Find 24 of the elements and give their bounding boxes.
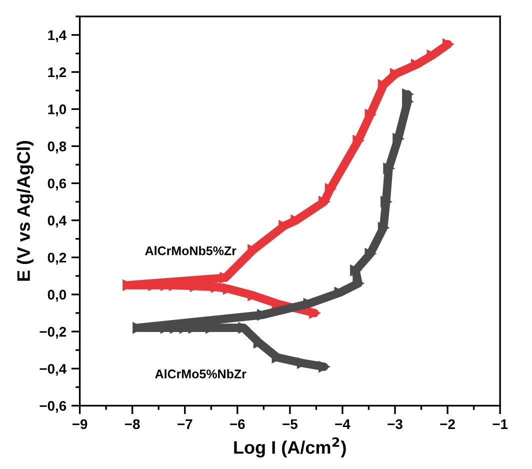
x-axis-title: Log I (A/cm$^{2}$) bbox=[234, 437, 346, 458]
x-tick-label: −6 bbox=[230, 419, 245, 430]
y-tick-label: 1,0 bbox=[48, 104, 66, 116]
series-label: AlCrMo5%NbZr bbox=[155, 369, 246, 378]
y-tick-label: 0,2 bbox=[48, 252, 66, 265]
y-tick-label: 0,8 bbox=[48, 142, 66, 154]
y-tick-label: 0,4 bbox=[48, 216, 67, 228]
x-tick-label: −1 bbox=[492, 419, 508, 429]
y-axis-title: E (V vs Ag/AgCl) bbox=[16, 141, 34, 281]
x-tick-label: −7 bbox=[178, 419, 192, 429]
series-label: AlCrMoNb5%Zr bbox=[145, 246, 236, 256]
x-tick-label: −9 bbox=[72, 419, 88, 430]
y-tick-label: −0,4 bbox=[40, 364, 67, 376]
x-tick-label: −2 bbox=[440, 419, 455, 429]
x-tick-label: −4 bbox=[335, 419, 350, 429]
x-tick-label: −5 bbox=[282, 419, 298, 430]
x-tick-label: −8 bbox=[124, 419, 140, 430]
y-tick-label: 0,6 bbox=[48, 178, 66, 190]
y-tick-label: −0,6 bbox=[40, 401, 66, 413]
x-tick-label: −3 bbox=[388, 419, 402, 430]
y-tick-label: −0,2 bbox=[40, 326, 66, 339]
y-tick-label: 1,2 bbox=[48, 67, 66, 80]
y-tick-label: 0,0 bbox=[48, 290, 66, 302]
y-tick-label: 1,4 bbox=[48, 30, 67, 42]
